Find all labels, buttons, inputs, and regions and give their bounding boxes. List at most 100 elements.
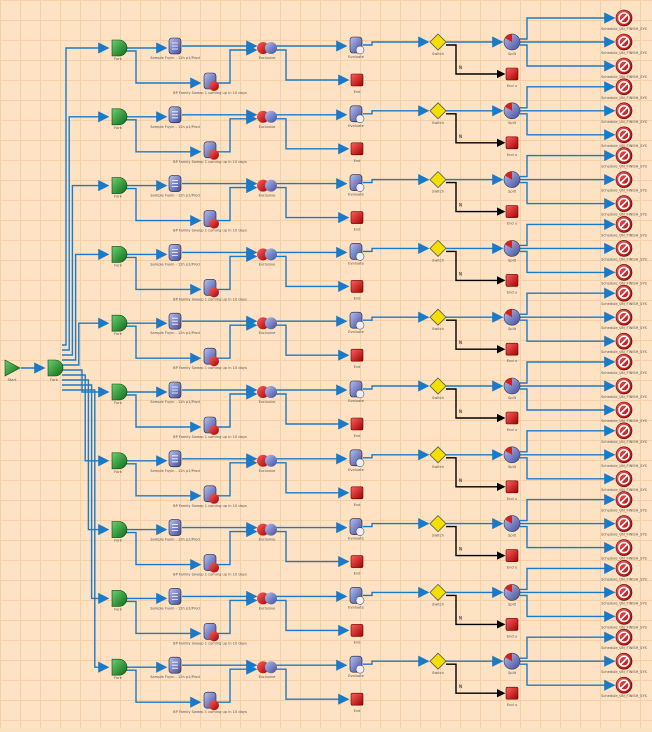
target-stop-node[interactable] [615, 147, 633, 164]
fork-edge[interactable] [62, 384, 110, 605]
target-stop-node[interactable] [615, 57, 633, 75]
bp-task-node[interactable] [203, 416, 219, 435]
edge[interactable] [217, 457, 258, 497]
edge[interactable] [217, 319, 258, 359]
target-stop-node[interactable] [615, 126, 633, 144]
edge[interactable] [363, 380, 430, 392]
edge[interactable] [520, 81, 616, 109]
bp-task-node[interactable] [203, 554, 219, 573]
no-edge[interactable] [446, 113, 506, 148]
split-node[interactable] [503, 102, 521, 120]
switch-decision-node[interactable] [429, 102, 447, 120]
bp-task-node[interactable] [203, 485, 219, 504]
edge[interactable] [275, 393, 350, 430]
split-node[interactable] [503, 33, 521, 51]
exclusive-gateway-node[interactable] [257, 248, 277, 261]
no-edge[interactable] [446, 388, 506, 423]
no-edge[interactable] [446, 663, 506, 698]
fork-edge[interactable] [62, 317, 110, 366]
target-stop-node[interactable] [615, 584, 633, 601]
end-node[interactable] [350, 280, 364, 293]
target-stop-node[interactable] [615, 628, 633, 646]
exclusive-gateway-node[interactable] [257, 42, 277, 54]
evaluate-task-node[interactable] [349, 105, 365, 124]
end-node[interactable] [350, 348, 364, 362]
edge[interactable] [126, 325, 202, 364]
edge[interactable] [520, 287, 616, 315]
edge[interactable] [363, 242, 430, 254]
edge[interactable] [275, 530, 350, 568]
edge[interactable] [520, 44, 616, 72]
row-fork-node[interactable] [111, 383, 128, 401]
target-stop-node[interactable] [615, 422, 633, 440]
end-node[interactable] [350, 417, 364, 431]
edge[interactable] [217, 182, 258, 222]
evaluate-task-node[interactable] [349, 174, 365, 192]
end-u-node[interactable] [505, 618, 519, 631]
target-stop-node[interactable] [615, 401, 633, 419]
edge[interactable] [363, 655, 430, 667]
sample-task-node[interactable] [168, 656, 182, 674]
bp-task-node[interactable] [203, 210, 219, 229]
exclusive-gateway-node[interactable] [257, 386, 277, 398]
edge[interactable] [275, 255, 350, 292]
end-u-node[interactable] [505, 686, 519, 700]
target-stop-node[interactable] [615, 332, 633, 350]
evaluate-task-node[interactable] [349, 518, 365, 536]
edge[interactable] [520, 218, 616, 247]
edge[interactable] [520, 631, 616, 659]
split-node[interactable] [503, 377, 521, 395]
target-stop-node[interactable] [615, 195, 633, 212]
target-stop-node[interactable] [615, 78, 633, 96]
row-fork-node[interactable] [111, 314, 128, 332]
row-fork-node[interactable] [111, 452, 128, 470]
target-stop-node[interactable] [615, 171, 633, 188]
fork-edge[interactable] [62, 42, 110, 346]
start-node[interactable] [4, 359, 21, 377]
sample-task-node[interactable] [168, 450, 182, 468]
bp-task-node[interactable] [203, 141, 219, 160]
evaluate-task-node[interactable] [349, 380, 365, 399]
switch-decision-node[interactable] [429, 515, 447, 533]
edge[interactable] [126, 394, 202, 433]
target-stop-node[interactable] [615, 491, 633, 508]
end-u-node[interactable] [505, 480, 519, 494]
split-node[interactable] [503, 515, 521, 532]
end-node[interactable] [350, 624, 364, 637]
edge[interactable] [520, 562, 616, 591]
sample-task-node[interactable] [168, 381, 182, 399]
no-edge[interactable] [446, 44, 506, 79]
edge[interactable] [217, 594, 258, 635]
target-stop-node[interactable] [615, 515, 633, 532]
sample-task-node[interactable] [168, 106, 182, 124]
switch-decision-node[interactable] [429, 446, 447, 464]
fork-edge[interactable] [62, 111, 110, 351]
row-fork-node[interactable] [111, 39, 128, 57]
target-stop-node[interactable] [615, 9, 633, 27]
target-stop-node[interactable] [615, 377, 633, 395]
edge[interactable] [217, 663, 258, 703]
bp-task-node[interactable] [203, 347, 219, 367]
end-u-node[interactable] [505, 342, 519, 356]
sample-task-node[interactable] [168, 244, 182, 261]
row-fork-node[interactable] [111, 658, 128, 676]
switch-decision-node[interactable] [429, 377, 447, 395]
exclusive-gateway-node[interactable] [257, 523, 277, 536]
end-u-node[interactable] [505, 67, 519, 81]
switch-decision-node[interactable] [429, 583, 447, 601]
edge[interactable] [275, 668, 350, 705]
edge[interactable] [520, 12, 616, 40]
edge[interactable] [363, 36, 430, 48]
no-edge[interactable] [446, 319, 506, 354]
edge[interactable] [126, 669, 202, 708]
target-stop-node[interactable] [615, 33, 633, 51]
exclusive-gateway-node[interactable] [257, 110, 277, 123]
evaluate-task-node[interactable] [349, 36, 365, 55]
edge[interactable] [217, 525, 258, 566]
split-node[interactable] [503, 240, 521, 257]
target-stop-node[interactable] [615, 216, 633, 233]
exclusive-gateway-node[interactable] [257, 317, 277, 330]
end-u-node[interactable] [505, 549, 519, 562]
evaluate-task-node[interactable] [349, 449, 365, 468]
end-u-node[interactable] [505, 274, 519, 287]
